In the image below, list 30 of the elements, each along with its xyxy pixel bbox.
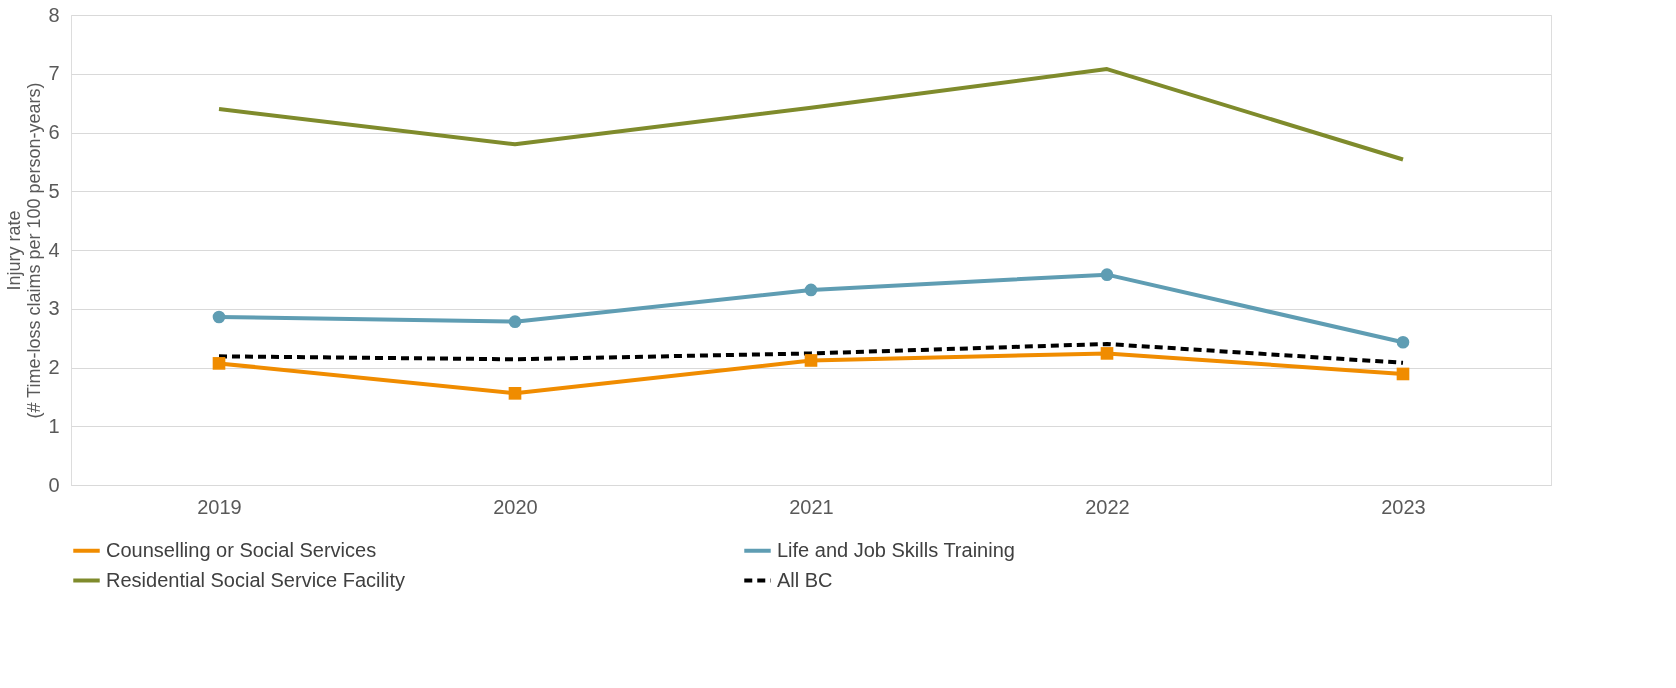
y-tick-label: 0 xyxy=(48,473,60,496)
x-tick-label: 2023 xyxy=(1381,495,1426,518)
point xyxy=(804,354,818,367)
x-tick-label: 2020 xyxy=(493,495,538,518)
point xyxy=(1100,268,1114,281)
legend-label: All BC xyxy=(777,568,833,591)
point xyxy=(1396,335,1410,349)
y-tick-label: 8 xyxy=(48,3,60,26)
y-tick-label: 4 xyxy=(48,238,60,261)
y-tick-label: 6 xyxy=(48,121,60,143)
x-tick-label: 2019 xyxy=(197,495,242,518)
y-tick-label: 2 xyxy=(48,356,60,378)
legend-label: Residential Social Service Facility xyxy=(106,568,406,591)
x-tick-label: 2022 xyxy=(1085,495,1130,518)
point xyxy=(508,315,522,328)
point xyxy=(1396,367,1410,381)
y-tick-label: 7 xyxy=(48,62,60,85)
point xyxy=(212,357,226,370)
point xyxy=(508,387,522,400)
y-tick-label: 1 xyxy=(48,414,60,437)
x-tick-label: 2021 xyxy=(789,495,834,518)
legend-label: Counselling or Social Services xyxy=(106,538,377,561)
point xyxy=(212,310,226,324)
line-series xyxy=(217,67,1405,162)
y-axis-title: Injury rate (# Time-loss claims per 100 person-years) xyxy=(4,82,45,419)
y-tick-label: 5 xyxy=(48,179,60,202)
point xyxy=(804,283,818,297)
y-tick-label: 3 xyxy=(48,297,60,320)
point xyxy=(1100,347,1114,360)
legend-label: Life and Job Skills Training xyxy=(777,538,1015,561)
